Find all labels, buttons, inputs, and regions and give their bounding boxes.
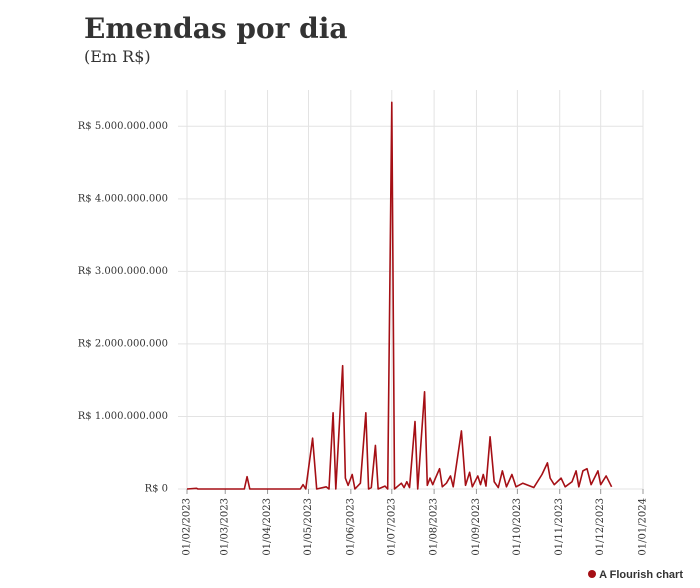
line [186, 101, 613, 490]
x-tick-label: 01/12/2023 [595, 498, 606, 556]
x-tick-label: 01/01/2024 [638, 498, 649, 556]
x-tick-label: 01/07/2023 [386, 498, 397, 556]
y-tick-label: R$ 2.000.000.000 [78, 338, 168, 349]
x-tick-label: 01/11/2023 [554, 498, 565, 556]
x-tick-label: 01/05/2023 [303, 498, 314, 556]
chart-title: Emendas por dia [84, 12, 347, 45]
x-tick-label: 01/03/2023 [220, 498, 231, 556]
x-tick-label: 01/10/2023 [512, 498, 523, 556]
x-tick-label: 01/08/2023 [429, 498, 440, 556]
y-tick-label: R$ 5.000.000.000 [78, 121, 168, 132]
y-tick-label: R$ 4.000.000.000 [78, 193, 168, 204]
x-tick-label: 01/09/2023 [471, 498, 482, 556]
y-tick-label: R$ 1.000.000.000 [78, 411, 168, 422]
x-tick-label: 01/06/2023 [345, 498, 356, 556]
chart-subtitle: (Em R$) [84, 47, 151, 66]
credit-icon [588, 570, 596, 578]
x-tick-label: 01/02/2023 [182, 498, 193, 556]
y-tick-label: R$ 0 [145, 484, 168, 495]
credit[interactable]: A Flourish chart [599, 569, 683, 581]
x-tick-label: 01/04/2023 [262, 498, 273, 556]
y-tick-label: R$ 3.000.000.000 [78, 266, 168, 277]
